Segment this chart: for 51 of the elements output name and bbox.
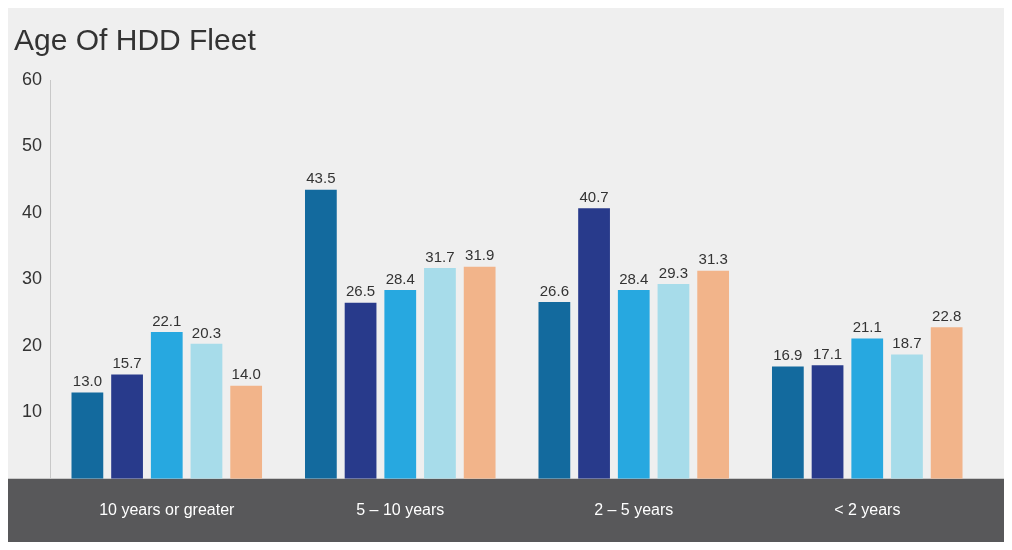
data-label: 29.3: [658, 263, 689, 281]
y-tick-label: 60: [21, 68, 43, 89]
data-label: 26.5: [345, 282, 376, 300]
y-tick-label: 50: [21, 135, 43, 156]
y-tick-label: 40: [21, 201, 43, 222]
data-label: 22.8: [932, 306, 962, 324]
bar: [150, 331, 183, 479]
data-label: 17.1: [812, 344, 843, 362]
bar: [578, 208, 610, 479]
data-label: 31.9: [465, 246, 495, 264]
bar: [851, 338, 884, 479]
bar: [891, 354, 923, 479]
chart-title: Age Of HDD Fleet: [14, 23, 257, 57]
bar: [771, 366, 804, 479]
data-label: 20.3: [191, 323, 222, 341]
data-label: 21.1: [852, 318, 882, 336]
data-label: 13.0: [72, 372, 102, 390]
bar: [190, 343, 223, 479]
bar: [230, 385, 263, 479]
bar: [463, 266, 496, 479]
y-tick-label: 10: [21, 401, 43, 422]
data-label: 22.1: [152, 311, 182, 329]
bar: [384, 290, 417, 479]
data-label: 18.7: [892, 334, 922, 352]
x-tick-label: 2 – 5 years: [594, 500, 674, 518]
data-label: 15.7: [112, 354, 142, 372]
bar: [424, 268, 456, 479]
x-tick-label: 10 years or greater: [99, 500, 236, 518]
data-label: 26.6: [539, 281, 569, 299]
data-label: 28.4: [385, 269, 415, 287]
data-label: 14.0: [231, 365, 261, 383]
data-label: 43.5: [306, 169, 336, 187]
bar: [305, 189, 337, 479]
bar: [930, 327, 963, 479]
data-label: 31.3: [698, 250, 728, 268]
bar: [657, 284, 690, 479]
x-tick-label: < 2 years: [834, 500, 901, 518]
data-label: 28.4: [619, 269, 649, 287]
bar: [811, 365, 844, 479]
data-label: 40.7: [579, 187, 609, 205]
bar: [344, 302, 377, 479]
x-tick-label: 5 – 10 years: [356, 500, 445, 518]
y-tick-label: 30: [21, 268, 43, 289]
data-label: 31.7: [425, 247, 455, 265]
data-label: 16.9: [773, 346, 803, 364]
y-tick-label: 20: [21, 334, 43, 355]
bar: [697, 270, 730, 479]
bar: [538, 302, 571, 479]
bar: [111, 374, 143, 479]
bar: [71, 392, 104, 479]
bar: [617, 290, 650, 479]
